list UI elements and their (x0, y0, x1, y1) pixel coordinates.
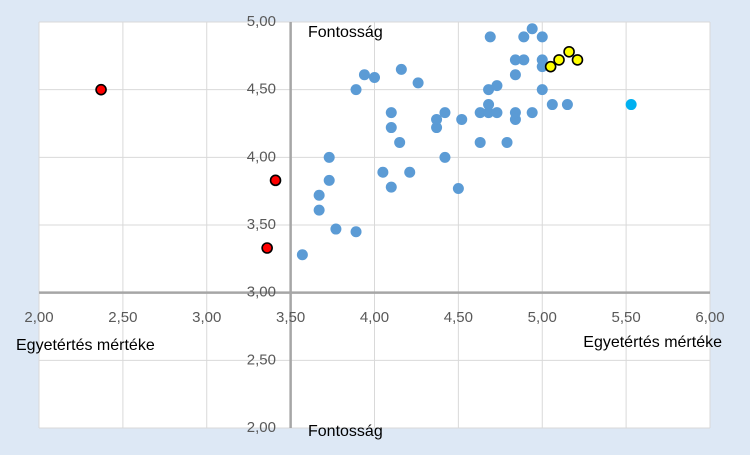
data-point-blue (323, 151, 335, 163)
x-axis-title-left: Egyetértés mértéke (16, 337, 155, 354)
data-point-blue (323, 174, 335, 186)
tick-labels: 2,00 2,50 3,00 3,50 4,00 4,50 5,00 5,50 6,002,00… (24, 13, 724, 436)
data-points (95, 23, 637, 261)
x-tick-label: 3,50 (276, 309, 305, 326)
y-axis-title-bottom: Fontosság (308, 423, 383, 440)
x-tick-label: 3,00 (192, 309, 221, 326)
data-point-blue (474, 107, 486, 119)
data-point-yellow (563, 45, 575, 58)
data-point-blue (518, 31, 530, 43)
data-point-blue (350, 226, 362, 238)
data-point-blue (526, 23, 538, 35)
x-tick-label: 2,00 (24, 309, 53, 326)
data-point-blue (394, 136, 406, 148)
data-point-cyan (625, 99, 637, 111)
data-point-blue (431, 113, 443, 125)
x-tick-label: 4,50 (444, 309, 473, 326)
data-point-blue (501, 136, 513, 148)
data-point-blue (518, 54, 530, 66)
data-point-blue (526, 107, 538, 119)
y-tick-label: 4,00 (247, 148, 276, 165)
gridlines (38, 21, 711, 429)
data-point-blue (509, 54, 521, 66)
data-point-blue (546, 99, 558, 111)
data-point-blue (509, 107, 521, 119)
data-point-yellow (553, 54, 565, 66)
data-point-blue (456, 113, 468, 125)
x-tick-label: 2,50 (108, 309, 137, 326)
y-tick-label: 2,50 (247, 351, 276, 368)
y-tick-label: 2,00 (247, 419, 276, 436)
data-point-blue (385, 181, 397, 193)
data-point-blue (395, 63, 407, 75)
data-point-blue (385, 122, 397, 134)
data-point-blue (358, 69, 370, 81)
data-point-blue (439, 151, 451, 163)
y-axis-title-top: Fontosság (308, 24, 383, 41)
data-point-blue (296, 249, 308, 261)
y-tick-label: 4,50 (247, 81, 276, 98)
data-point-yellow (544, 60, 557, 73)
data-point-blue (350, 84, 362, 96)
data-point-blue (313, 204, 325, 216)
data-point-blue (509, 69, 521, 81)
data-point-blue (483, 107, 495, 119)
data-point-blue (536, 54, 548, 66)
data-point-blue (491, 80, 503, 92)
data-point-blue (561, 99, 573, 111)
data-point-red (261, 242, 273, 254)
x-tick-label: 5,00 (528, 309, 557, 326)
data-point-blue (483, 99, 495, 111)
data-point-blue (491, 107, 503, 119)
data-point-red (95, 83, 107, 96)
data-point-blue (385, 107, 397, 119)
y-tick-label: 3,50 (247, 216, 276, 233)
data-point-blue (536, 84, 548, 96)
axes (39, 22, 710, 428)
data-point-blue (439, 107, 451, 119)
data-point-blue (474, 136, 486, 148)
y-tick-label: 5,00 (247, 13, 276, 30)
data-point-blue (377, 166, 389, 178)
data-point-blue (484, 31, 496, 43)
data-point-blue (431, 122, 443, 134)
data-point-yellow (571, 54, 584, 66)
data-point-blue (404, 166, 416, 178)
data-point-red (269, 174, 282, 187)
data-point-blue (452, 182, 464, 194)
x-tick-label: 6,00 (695, 309, 724, 326)
data-point-blue (330, 223, 342, 235)
x-tick-label: 4,00 (360, 309, 389, 326)
data-point-blue (369, 71, 380, 83)
x-axis-title-right: Egyetértés mértéke (583, 334, 722, 351)
data-point-blue (412, 77, 424, 89)
data-point-blue (483, 84, 495, 96)
data-point-blue (313, 189, 325, 201)
data-point-blue (536, 31, 548, 43)
x-tick-label: 5,50 (612, 309, 641, 326)
y-tick-label: 3,00 (247, 284, 276, 301)
